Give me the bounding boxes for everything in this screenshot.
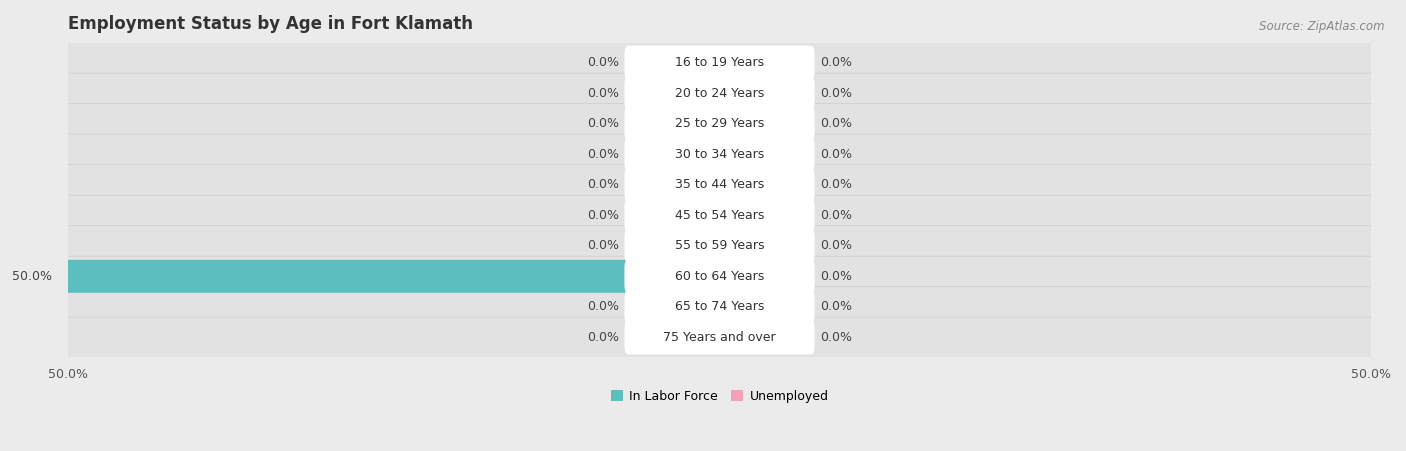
Text: 35 to 44 Years: 35 to 44 Years (675, 178, 765, 191)
Text: 25 to 29 Years: 25 to 29 Years (675, 117, 765, 130)
FancyBboxPatch shape (65, 104, 1375, 144)
Legend: In Labor Force, Unemployed: In Labor Force, Unemployed (606, 385, 834, 408)
Text: 20 to 24 Years: 20 to 24 Years (675, 87, 765, 100)
FancyBboxPatch shape (65, 165, 1375, 205)
Text: 75 Years and over: 75 Years and over (664, 331, 776, 344)
Text: 0.0%: 0.0% (820, 270, 852, 283)
FancyBboxPatch shape (631, 107, 724, 140)
FancyBboxPatch shape (631, 138, 724, 171)
FancyBboxPatch shape (65, 73, 1375, 113)
FancyBboxPatch shape (716, 168, 808, 201)
Text: 0.0%: 0.0% (588, 56, 619, 69)
FancyBboxPatch shape (631, 46, 724, 79)
FancyBboxPatch shape (716, 46, 808, 79)
Text: 0.0%: 0.0% (588, 178, 619, 191)
FancyBboxPatch shape (631, 230, 724, 262)
Text: 0.0%: 0.0% (820, 148, 852, 161)
FancyBboxPatch shape (65, 256, 1375, 296)
FancyBboxPatch shape (624, 198, 814, 232)
FancyBboxPatch shape (631, 77, 724, 110)
Text: 0.0%: 0.0% (820, 331, 852, 344)
FancyBboxPatch shape (624, 259, 814, 294)
Text: 50.0%: 50.0% (13, 270, 52, 283)
Text: 60 to 64 Years: 60 to 64 Years (675, 270, 765, 283)
Text: 0.0%: 0.0% (820, 300, 852, 313)
FancyBboxPatch shape (624, 320, 814, 354)
FancyBboxPatch shape (631, 290, 724, 323)
Text: Employment Status by Age in Fort Klamath: Employment Status by Age in Fort Klamath (67, 15, 472, 33)
Text: 55 to 59 Years: 55 to 59 Years (675, 239, 765, 252)
FancyBboxPatch shape (716, 138, 808, 171)
Text: 0.0%: 0.0% (820, 239, 852, 252)
Text: 0.0%: 0.0% (820, 56, 852, 69)
FancyBboxPatch shape (716, 321, 808, 354)
Text: 0.0%: 0.0% (588, 148, 619, 161)
Text: 0.0%: 0.0% (820, 117, 852, 130)
FancyBboxPatch shape (65, 317, 1375, 358)
Text: 0.0%: 0.0% (820, 178, 852, 191)
FancyBboxPatch shape (631, 168, 724, 201)
Text: 0.0%: 0.0% (588, 331, 619, 344)
Text: 0.0%: 0.0% (588, 87, 619, 100)
FancyBboxPatch shape (65, 134, 1375, 175)
FancyBboxPatch shape (65, 260, 724, 293)
FancyBboxPatch shape (624, 137, 814, 171)
FancyBboxPatch shape (65, 226, 1375, 266)
FancyBboxPatch shape (65, 287, 1375, 327)
FancyBboxPatch shape (65, 195, 1375, 235)
FancyBboxPatch shape (716, 199, 808, 232)
Text: Source: ZipAtlas.com: Source: ZipAtlas.com (1260, 20, 1385, 33)
FancyBboxPatch shape (624, 229, 814, 263)
Text: 0.0%: 0.0% (588, 117, 619, 130)
Text: 30 to 34 Years: 30 to 34 Years (675, 148, 765, 161)
FancyBboxPatch shape (716, 290, 808, 323)
FancyBboxPatch shape (631, 199, 724, 232)
Text: 0.0%: 0.0% (588, 209, 619, 222)
FancyBboxPatch shape (716, 77, 808, 110)
FancyBboxPatch shape (624, 107, 814, 141)
Text: 0.0%: 0.0% (588, 300, 619, 313)
Text: 45 to 54 Years: 45 to 54 Years (675, 209, 765, 222)
Text: 0.0%: 0.0% (820, 87, 852, 100)
Text: 0.0%: 0.0% (820, 209, 852, 222)
Text: 16 to 19 Years: 16 to 19 Years (675, 56, 763, 69)
FancyBboxPatch shape (716, 230, 808, 262)
FancyBboxPatch shape (624, 168, 814, 202)
Text: 0.0%: 0.0% (588, 239, 619, 252)
FancyBboxPatch shape (624, 46, 814, 80)
FancyBboxPatch shape (65, 42, 1375, 83)
Text: 65 to 74 Years: 65 to 74 Years (675, 300, 765, 313)
FancyBboxPatch shape (716, 260, 808, 293)
FancyBboxPatch shape (624, 76, 814, 110)
FancyBboxPatch shape (716, 107, 808, 140)
FancyBboxPatch shape (624, 290, 814, 324)
FancyBboxPatch shape (631, 321, 724, 354)
